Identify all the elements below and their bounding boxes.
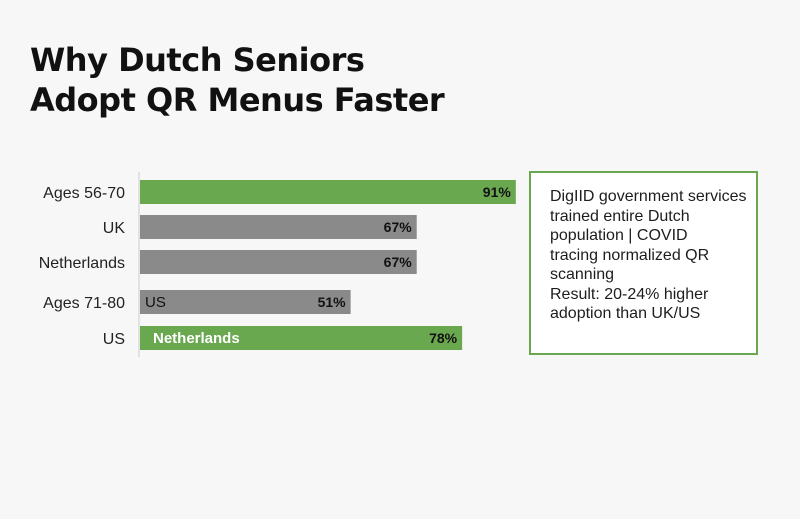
- bar: [140, 250, 417, 274]
- data-label: 91%: [483, 184, 512, 200]
- title-line-1: Why Dutch Seniors: [30, 41, 365, 79]
- callout-box: DigIID government services trained entir…: [529, 171, 758, 355]
- data-label: 51%: [318, 294, 347, 310]
- data-label: 67%: [384, 219, 413, 235]
- bar: [140, 215, 417, 239]
- bar: [140, 290, 351, 314]
- bar: [140, 326, 463, 350]
- chart-title: Why Dutch Seniors Adopt QR Menus Faster: [30, 40, 445, 120]
- title-line-2: Adopt QR Menus Faster: [30, 81, 445, 119]
- category-label: Ages 71-80: [43, 295, 125, 312]
- callout-line-2: trained entire Dutch: [550, 207, 690, 225]
- bar: [140, 180, 516, 204]
- bar-chart: Ages 56-70 91% UK 67% Netherlands 67% Ages 71-…: [39, 172, 516, 357]
- category-label: Netherlands: [39, 255, 125, 272]
- data-label: 78%: [429, 330, 458, 346]
- callout-line-3: population | COVID: [550, 227, 688, 244]
- bar-inner-label: US: [145, 294, 166, 311]
- callout-line-7: adoption than UK/US: [550, 305, 701, 322]
- category-label: UK: [103, 220, 126, 237]
- category-label: Ages 56-70: [43, 185, 125, 202]
- callout-line-6: Result: 20-24% higher: [550, 285, 709, 303]
- callout-line-5: scanning: [550, 266, 615, 283]
- bar-inner-label: Netherlands: [153, 330, 240, 347]
- data-label: 67%: [384, 254, 413, 270]
- callout-line-4: tracing normalized QR: [550, 246, 710, 264]
- callout-line-1: DigIID government services: [550, 188, 747, 205]
- category-label: US: [103, 331, 125, 348]
